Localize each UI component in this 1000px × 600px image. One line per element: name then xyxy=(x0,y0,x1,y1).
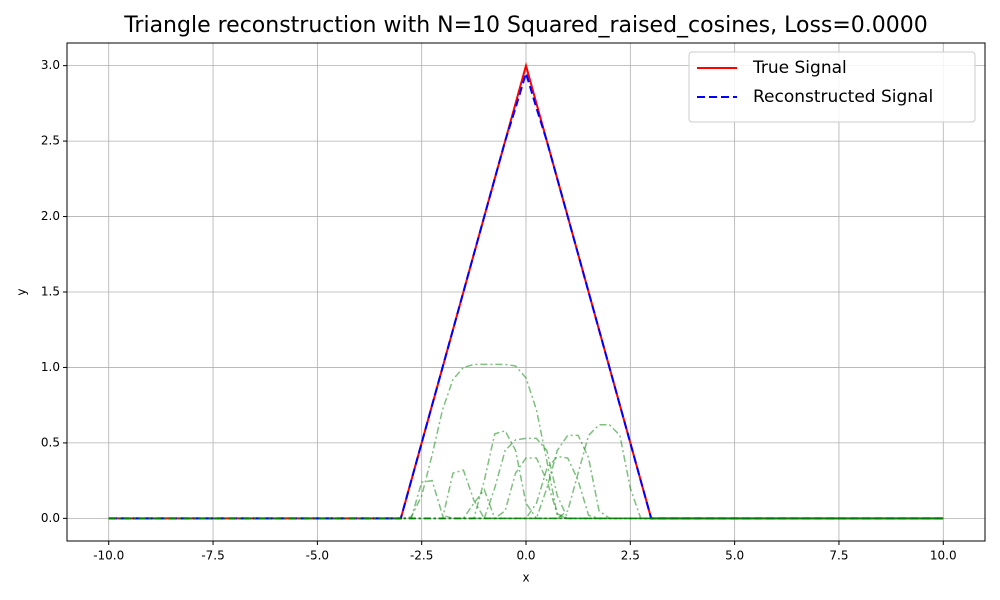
x-tick-label: 0.0 xyxy=(516,549,535,563)
y-tick-label: 3.0 xyxy=(41,58,60,72)
y-tick-label: 2.0 xyxy=(41,209,60,223)
y-tick-label: 2.5 xyxy=(41,134,60,148)
plot-frame xyxy=(66,42,986,542)
legend-label: True Signal xyxy=(752,58,847,78)
y-tick-label: 1.0 xyxy=(41,360,60,374)
x-tick-label: -5.0 xyxy=(306,549,329,563)
x-tick-label: -10.0 xyxy=(93,549,124,563)
x-tick-label: -7.5 xyxy=(201,549,224,563)
chart-title: Triangle reconstruction with N=10 Square… xyxy=(123,13,928,38)
x-tick-label: 2.5 xyxy=(621,549,640,563)
x-tick-label: 7.5 xyxy=(829,549,848,563)
x-axis-label: x xyxy=(522,571,529,585)
x-tick-label: -2.5 xyxy=(410,549,433,563)
series-line xyxy=(108,69,944,520)
y-tick-label: 0.0 xyxy=(41,511,60,525)
y-tick-label: 0.5 xyxy=(41,435,60,449)
y-axis-label: y xyxy=(15,288,29,295)
x-tick-label: 5.0 xyxy=(725,549,744,563)
x-tick-label: 10.0 xyxy=(930,549,957,563)
legend-box xyxy=(688,51,976,123)
legend-label: Reconstructed Signal xyxy=(753,87,933,107)
series-line xyxy=(108,424,944,520)
y-tick-label: 1.5 xyxy=(41,285,60,299)
